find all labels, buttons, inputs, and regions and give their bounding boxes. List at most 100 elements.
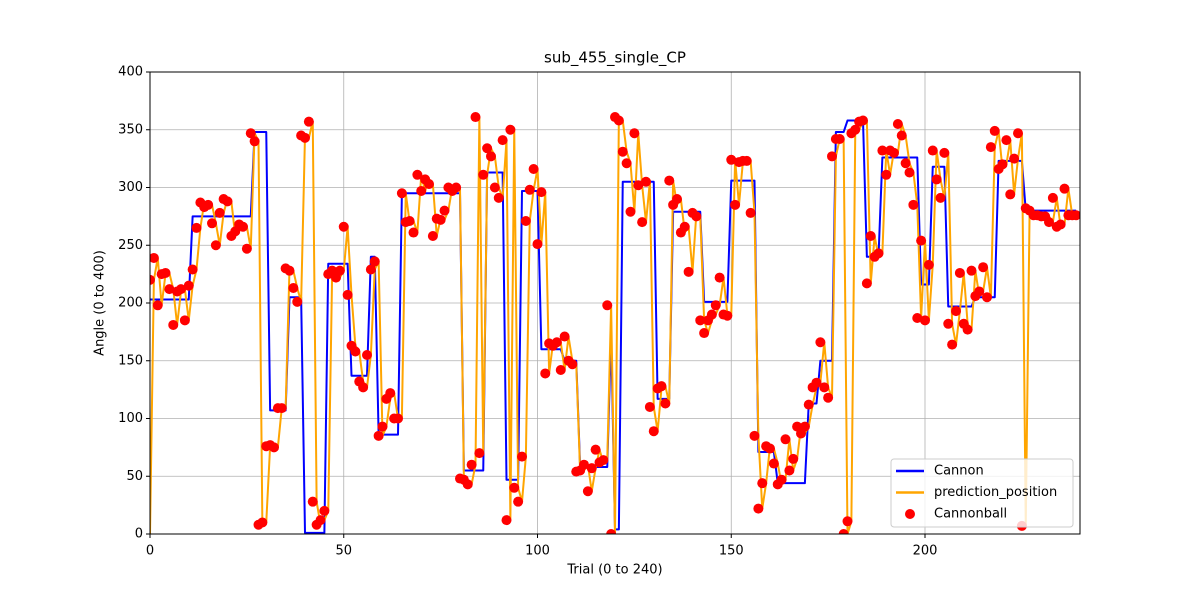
scatter-point — [691, 211, 702, 222]
scatter-point — [978, 262, 989, 273]
scatter-point — [916, 235, 927, 246]
scatter-point — [598, 455, 609, 466]
scatter-point — [214, 207, 225, 218]
legend-box — [890, 458, 1074, 528]
scatter-point — [625, 206, 636, 217]
scatter-point — [315, 515, 326, 526]
scatter-point — [683, 266, 694, 277]
scatter-point — [672, 194, 682, 205]
scatter-point — [923, 259, 934, 270]
y-tick-label: 350 — [118, 122, 143, 137]
scatter-point — [695, 315, 706, 326]
scatter-point — [478, 169, 489, 180]
x-tick-label: 100 — [525, 544, 550, 559]
scatter-point — [858, 115, 868, 126]
x-tick-label: 50 — [335, 544, 352, 559]
scatter-point — [912, 313, 923, 324]
scatter-point — [559, 331, 570, 342]
scatter-point — [904, 167, 915, 178]
y-tick-label: 50 — [126, 469, 143, 484]
scatter-point — [257, 517, 268, 528]
scatter-point — [486, 151, 496, 162]
scatter-point — [191, 222, 202, 233]
scatter-point — [726, 154, 737, 165]
scatter-point — [819, 382, 830, 393]
scatter-point — [586, 463, 597, 474]
scatter-point — [513, 496, 524, 507]
scatter-point — [385, 388, 396, 399]
scatter-point — [470, 112, 481, 123]
scatter-point — [1005, 189, 1016, 200]
x-axis-label: Trial (0 to 240) — [566, 563, 662, 578]
scatter-point — [606, 529, 617, 534]
scatter-point — [1001, 135, 1012, 146]
scatter-point — [505, 124, 516, 135]
scatter-point — [753, 503, 764, 514]
scatter-point — [276, 403, 287, 414]
scatter-point — [617, 146, 628, 157]
x-tick-label: 150 — [719, 544, 744, 559]
legend-label: Cannonball — [934, 507, 1007, 522]
scatter-point — [288, 282, 299, 293]
scatter-point — [939, 147, 950, 158]
scatter-point — [722, 310, 733, 321]
scatter-point — [877, 145, 888, 156]
scatter-point — [241, 243, 252, 254]
scatter-point — [714, 272, 725, 283]
scatter-point — [207, 218, 217, 229]
scatter-point — [524, 184, 535, 195]
scatter-point — [784, 465, 795, 476]
scatter-point — [435, 214, 446, 225]
y-tick-label: 150 — [118, 353, 143, 368]
legend-marker — [905, 509, 915, 519]
scatter-point — [765, 443, 775, 454]
scatter-point — [947, 339, 958, 350]
scatter-point — [966, 265, 977, 276]
scatter-point — [210, 240, 221, 251]
scatter-point — [482, 143, 493, 154]
scatter-point — [292, 296, 303, 307]
scatter-point — [338, 221, 349, 232]
scatter-point — [776, 474, 787, 485]
scatter-point — [1071, 210, 1080, 221]
scatter-point — [424, 179, 434, 190]
scatter-point — [350, 346, 361, 357]
scatter-point — [358, 382, 369, 393]
scatter-point — [660, 398, 671, 409]
scatter-point — [954, 267, 965, 278]
plot-area — [150, 112, 1080, 534]
scatter-point — [365, 264, 376, 275]
scatter-point — [439, 205, 450, 216]
scatter-point — [613, 115, 624, 126]
scatter-point — [989, 125, 1000, 136]
scatter-point — [334, 265, 345, 276]
scatter-point — [641, 176, 651, 187]
scatter-point — [889, 147, 899, 158]
scatter-point — [532, 239, 543, 250]
scatter-point — [741, 155, 752, 166]
scatter-point — [497, 135, 508, 146]
scatter-point — [404, 215, 415, 226]
scatter-point — [815, 337, 826, 348]
y-tick-label: 250 — [118, 238, 143, 253]
scatter-point — [920, 315, 930, 326]
scatter-point — [222, 196, 233, 207]
scatter-point — [474, 448, 485, 459]
scatter-point — [489, 182, 500, 193]
scatter-point — [176, 284, 186, 295]
y-tick-label: 300 — [118, 180, 143, 195]
scatter-point — [187, 264, 198, 275]
scatter-point — [238, 221, 248, 232]
scatter-point — [962, 324, 973, 335]
scatter-point — [648, 426, 659, 437]
scatter-point — [1009, 153, 1020, 164]
scatter-point — [493, 192, 504, 203]
legend-label: Cannon — [934, 464, 984, 479]
scatter-point — [369, 256, 380, 267]
scatter-point — [466, 459, 477, 470]
scatter-point — [865, 231, 876, 242]
scatter-point — [664, 175, 675, 186]
scatter-point — [644, 401, 655, 412]
scatter-point — [629, 128, 640, 139]
scatter-point — [152, 300, 163, 311]
